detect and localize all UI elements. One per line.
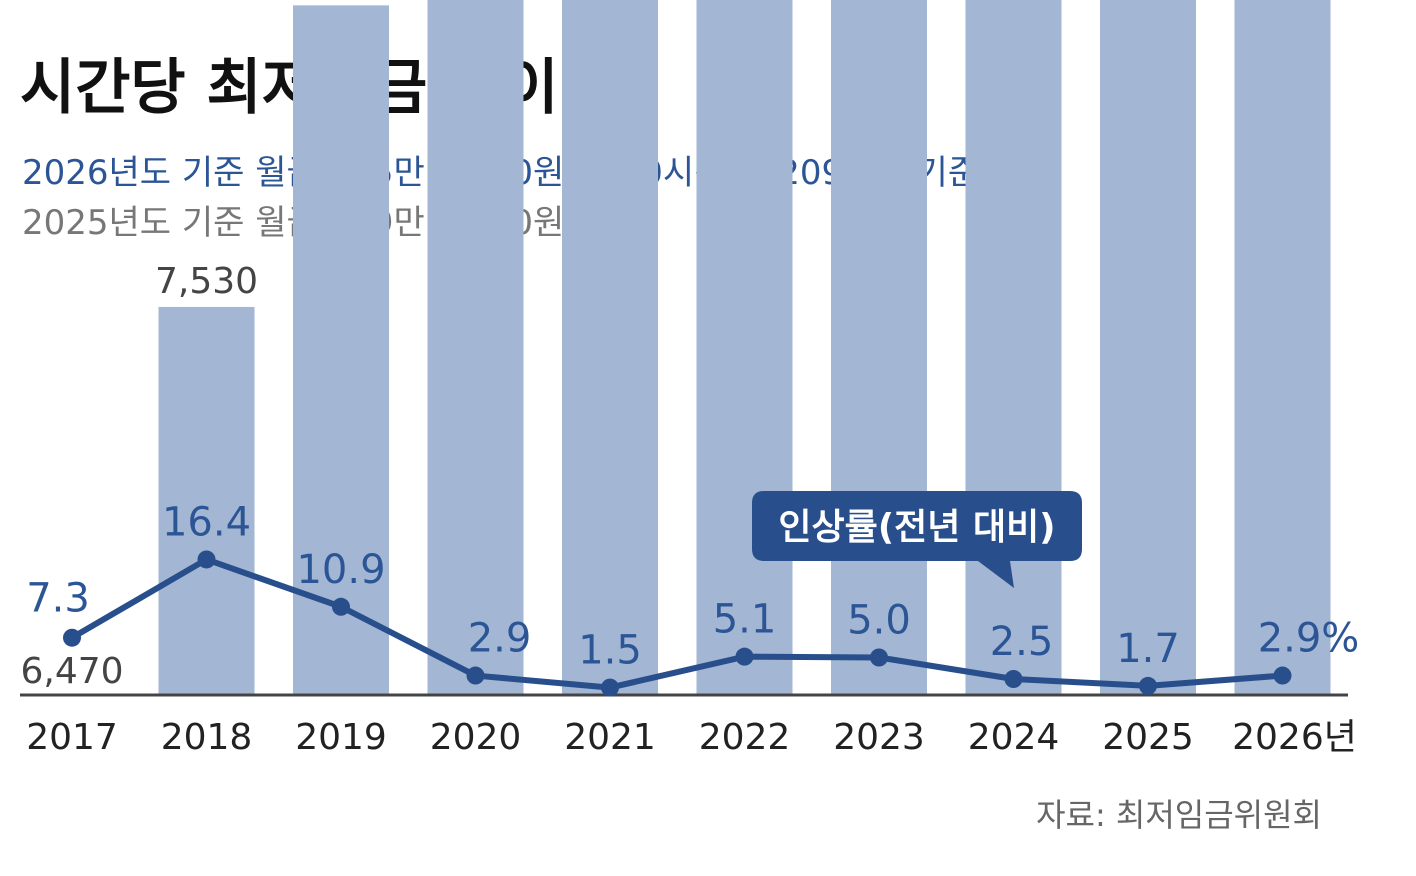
x-tick-label: 2024 xyxy=(968,717,1060,758)
x-tick-label: 2021 xyxy=(564,717,656,758)
x-tick-label: 2017 xyxy=(26,717,118,758)
bar-2018 xyxy=(158,306,255,695)
bar-2024 xyxy=(965,0,1062,696)
chart-source: 자료: 최저임금위원회 xyxy=(1036,796,1322,834)
x-tick-label: 2022 xyxy=(699,717,791,758)
bar-2022 xyxy=(696,0,793,695)
growth-rate-point xyxy=(735,647,754,666)
growth-rate-point xyxy=(332,597,350,616)
growth-rate-point xyxy=(466,666,485,685)
growth-rate-label: 2.5 xyxy=(990,619,1054,665)
labels-layer: 6,47020177,53020188,35020198,59020208,72… xyxy=(20,0,1360,758)
growth-rate-label: 2.9% xyxy=(1258,616,1360,662)
bar-2021 xyxy=(562,0,658,695)
growth-rate-label: 5.1 xyxy=(713,597,777,643)
x-tick-label: 2025 xyxy=(1102,717,1194,758)
bar-2019 xyxy=(293,5,389,696)
growth-rate-point xyxy=(1273,666,1292,685)
x-tick-label: 2019 xyxy=(295,717,387,758)
x-tick-label: 2018 xyxy=(161,717,253,758)
bar-label: 7,530 xyxy=(155,261,258,302)
growth-rate-label: 5.0 xyxy=(847,598,911,644)
growth-rate-line xyxy=(69,556,1286,691)
growth-rate-point xyxy=(1004,670,1023,688)
x-tick-label: 2026년 xyxy=(1232,717,1357,758)
growth-rate-callout: 인상률(전년 대비) xyxy=(752,491,1082,588)
growth-rate-point xyxy=(601,678,619,697)
bar-2026 xyxy=(1234,0,1331,696)
growth-rate-label: 16.4 xyxy=(162,499,251,545)
x-tick-label: 2023 xyxy=(833,717,925,758)
bar-2025 xyxy=(1100,0,1196,696)
callout-text: 인상률(전년 대비) xyxy=(778,507,1055,548)
growth-rate-label: 1.7 xyxy=(1116,626,1180,672)
bar-2023 xyxy=(831,0,927,695)
bar-2020 xyxy=(427,0,524,695)
growth-rate-label: 1.5 xyxy=(578,628,642,674)
growth-rate-label: 10.9 xyxy=(296,547,385,593)
growth-rate-point xyxy=(1139,676,1157,695)
bars-layer xyxy=(158,0,1331,696)
callout-bubble xyxy=(752,491,1082,588)
growth-rate-label: 7.3 xyxy=(26,576,90,622)
growth-rate-label: 2.9 xyxy=(468,616,532,662)
growth-rate-point xyxy=(63,628,81,647)
x-tick-label: 2020 xyxy=(430,717,522,758)
growth-rate-point xyxy=(197,550,216,569)
bar-label: 6,470 xyxy=(20,651,123,692)
growth-rate-point xyxy=(870,648,888,667)
growth-rate-line-layer xyxy=(63,550,1292,697)
